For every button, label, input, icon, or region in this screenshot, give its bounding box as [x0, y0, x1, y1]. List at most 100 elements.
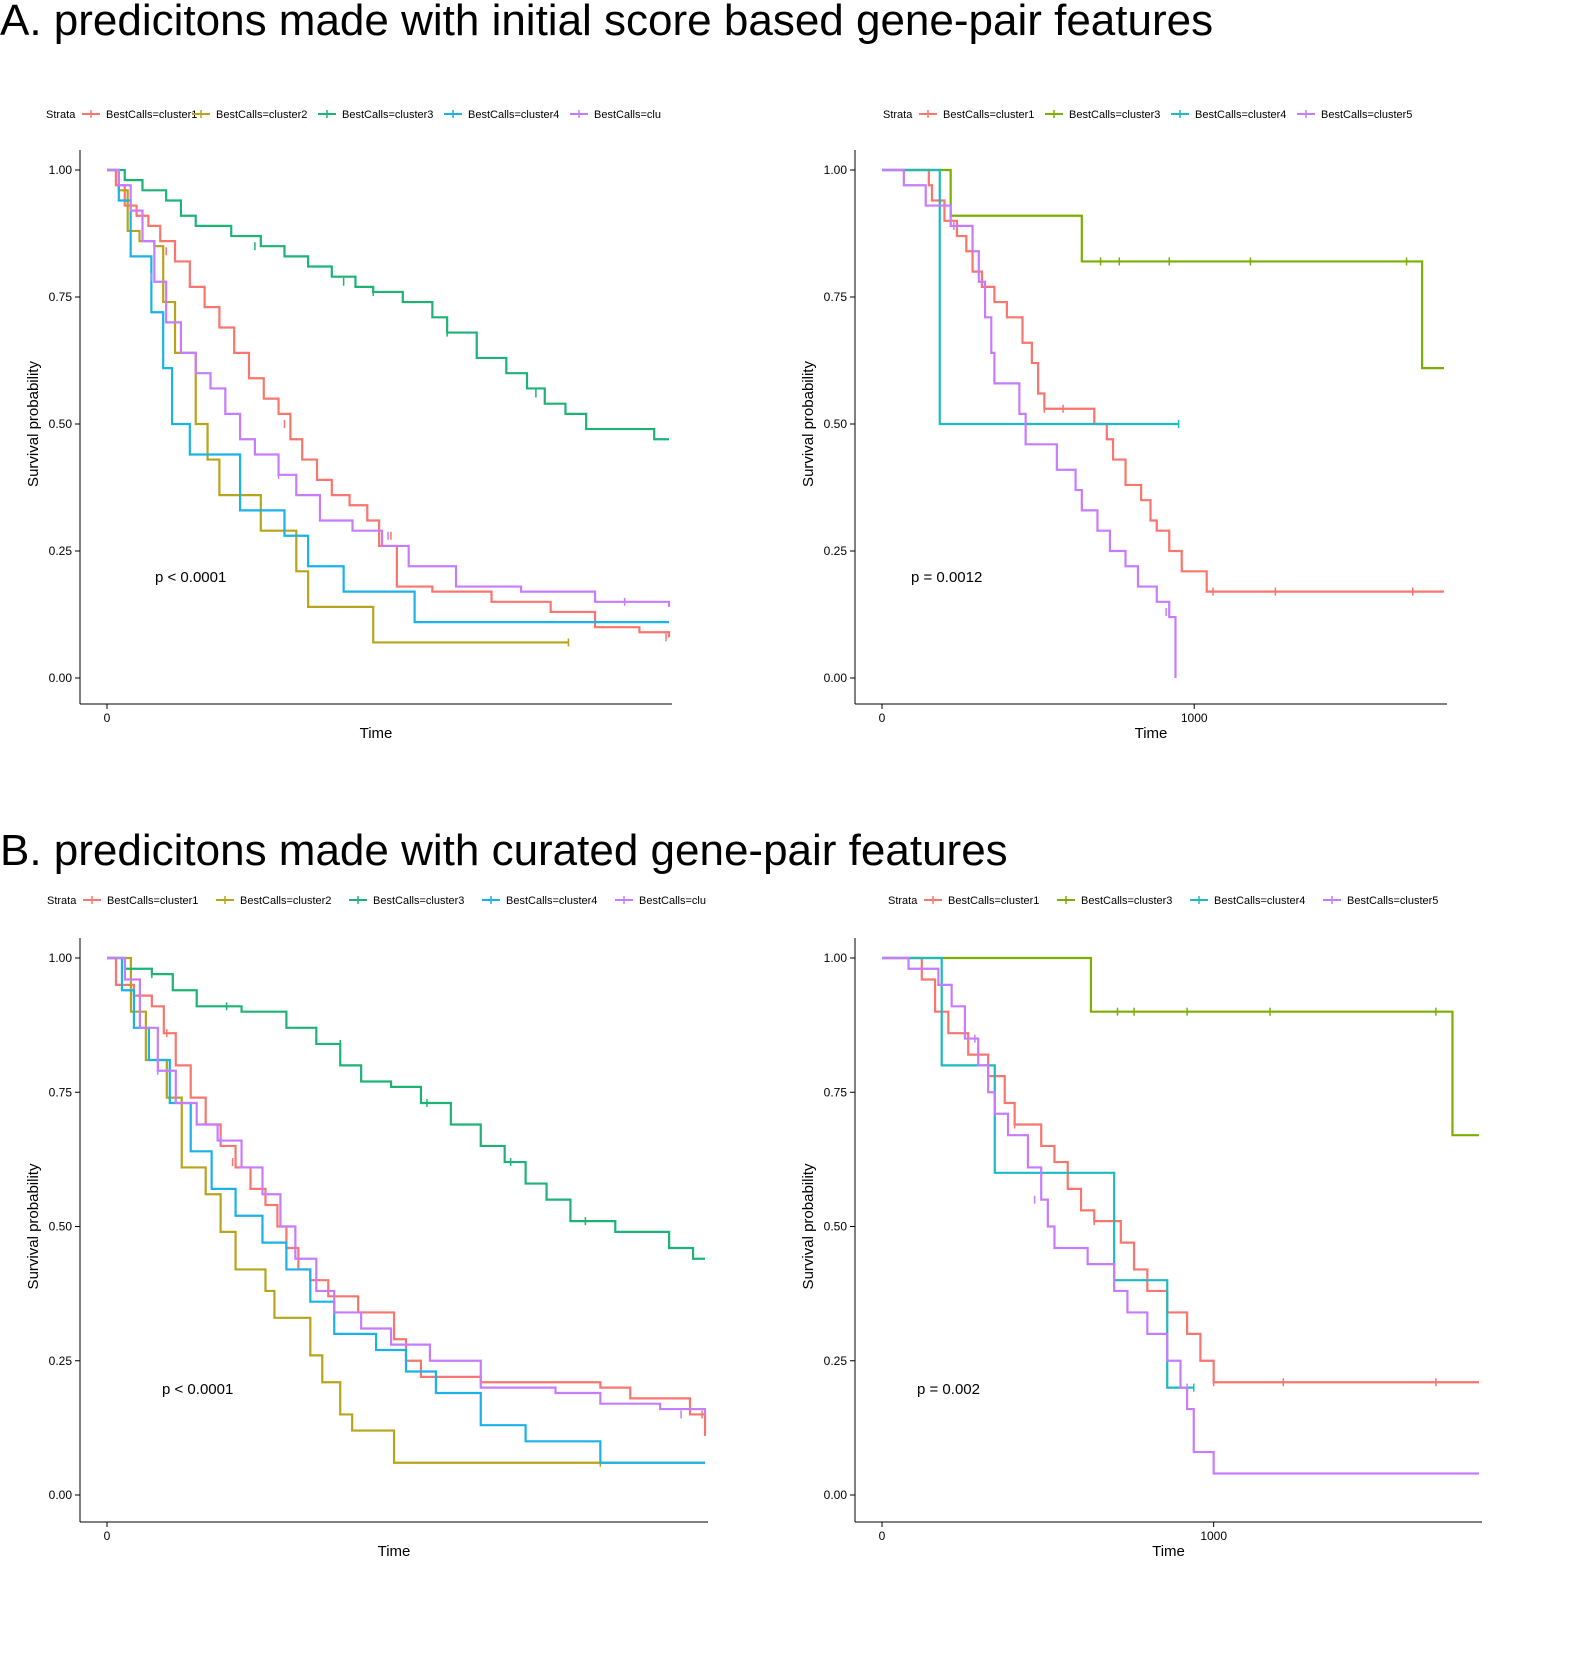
legend-item: BestCalls=cluster4 — [482, 895, 597, 907]
series-line-3 — [107, 168, 669, 441]
p-value-label: p < 0.0001 — [155, 569, 226, 586]
legend-label: BestCalls=cluster1 — [107, 895, 198, 907]
x-tick-label: 0 — [104, 1529, 111, 1543]
y-tick-label: 0.00 — [824, 671, 848, 685]
legend: Strata BestCalls=cluster1 BestCalls=cluste… — [46, 109, 661, 121]
y-tick-label: 1.00 — [49, 163, 73, 177]
legend-label: BestCalls=cluster3 — [1081, 895, 1172, 907]
p-value-label: p = 0.002 — [917, 1381, 980, 1398]
series-line-4 — [882, 956, 1479, 1475]
y-axis-title: Survival probability — [25, 1163, 42, 1289]
y-tick-label: 1.00 — [824, 951, 848, 965]
series-line-5 — [107, 956, 707, 1415]
p-value-label: p = 0.0012 — [911, 569, 982, 586]
legend-item: BestCalls=cluster2 — [216, 895, 331, 907]
legend-item: BestCalls=clu — [615, 895, 706, 907]
legend-label: BestCalls=cluster4 — [506, 895, 597, 907]
section-a-title: A. predicitons made with initial score b… — [0, 0, 1214, 45]
legend-label: BestCalls=cluster3 — [1069, 109, 1160, 121]
series-line-1 — [107, 168, 671, 638]
y-tick-label: 0.00 — [49, 1488, 73, 1502]
legend-label: BestCalls=cluster3 — [373, 895, 464, 907]
legend-label: BestCalls=cluster2 — [240, 895, 331, 907]
legend-item: BestCalls=cluster1 — [82, 109, 197, 121]
legend-item: BestCalls=cluster3 — [1045, 109, 1160, 121]
legend-item: BestCalls=cluster1 — [83, 895, 198, 907]
y-tick-label: 0.00 — [824, 1488, 848, 1502]
y-tick-label: 0.50 — [49, 1220, 73, 1234]
y-tick-label: 0.75 — [824, 1085, 848, 1099]
legend-label: BestCalls=cluster4 — [1214, 895, 1305, 907]
legend-item: BestCalls=cluster3 — [349, 895, 464, 907]
y-axis-title: Survival probability — [800, 1163, 817, 1289]
y-tick-label: 0.75 — [49, 1085, 73, 1099]
x-tick-label: 0 — [879, 711, 886, 725]
legend-item: BestCalls=cluster2 — [192, 109, 307, 121]
y-tick-label: 0.50 — [824, 1220, 848, 1234]
series-line-2 — [107, 168, 569, 644]
legend-label: BestCalls=cluster1 — [943, 109, 1034, 121]
y-tick-label: 0.75 — [824, 290, 848, 304]
series-line-2 — [882, 956, 1479, 1137]
series-line-1 — [882, 168, 1444, 593]
x-axis-title: Time — [1135, 725, 1168, 742]
y-tick-label: 0.50 — [824, 417, 848, 431]
legend-item: BestCalls=cluster3 — [318, 109, 433, 121]
legend-title: Strata — [883, 109, 913, 121]
y-tick-label: 0.25 — [49, 544, 73, 558]
x-tick-label: 1000 — [1200, 1529, 1227, 1543]
y-axis-title: Survival probability — [25, 361, 42, 487]
series-line-4 — [882, 168, 1177, 678]
series-line-3 — [107, 956, 705, 1260]
legend: Strata BestCalls=cluster1 BestCalls=cluste… — [888, 895, 1438, 907]
series-line-3 — [882, 168, 1179, 426]
x-axis-title: Time — [378, 1543, 411, 1560]
y-tick-label: 0.25 — [824, 1354, 848, 1368]
legend-label: BestCalls=cluster2 — [216, 109, 307, 121]
section-b-title: B. predicitons made with curated gene-pa… — [0, 826, 1008, 875]
x-axis-title: Time — [360, 725, 393, 742]
legend-label: BestCalls=cluster4 — [1195, 109, 1286, 121]
legend-item: BestCalls=cluster5 — [1297, 109, 1412, 121]
legend-label: BestCalls=clu — [594, 109, 661, 121]
legend-item: BestCalls=cluster4 — [1190, 895, 1305, 907]
survival-chart-a-left: Strata BestCalls=cluster1 BestCalls=cluste… — [25, 109, 672, 742]
y-tick-label: 0.50 — [49, 417, 73, 431]
y-tick-label: 0.25 — [824, 544, 848, 558]
legend-item: BestCalls=cluster5 — [1323, 895, 1438, 907]
legend-item: BestCalls=cluster3 — [1057, 895, 1172, 907]
legend-item: BestCalls=cluster1 — [919, 109, 1034, 121]
series-line-2 — [882, 168, 1444, 370]
x-tick-label: 0 — [104, 711, 111, 725]
legend-title: Strata — [888, 895, 918, 907]
y-tick-label: 1.00 — [824, 163, 848, 177]
legend-title: Strata — [46, 109, 76, 121]
x-tick-label: 1000 — [1181, 711, 1208, 725]
series-line-1 — [882, 956, 1479, 1384]
legend-label: BestCalls=cluster1 — [106, 109, 197, 121]
series-line-4 — [107, 168, 669, 624]
legend-item: BestCalls=cluster4 — [1171, 109, 1286, 121]
y-tick-label: 0.75 — [49, 290, 73, 304]
x-tick-label: 0 — [879, 1529, 886, 1543]
p-value-label: p < 0.0001 — [162, 1381, 233, 1398]
survival-chart-b-left: Strata BestCalls=cluster1 BestCalls=cluste… — [25, 895, 708, 1560]
legend: Strata BestCalls=cluster1 BestCalls=cluste… — [883, 109, 1412, 121]
legend-item: BestCalls=cluster4 — [444, 109, 559, 121]
series-line-5 — [107, 168, 671, 607]
survival-chart-b-right: Strata BestCalls=cluster1 BestCalls=cluste… — [800, 895, 1482, 1560]
legend-item: BestCalls=cluster1 — [924, 895, 1039, 907]
series-line-4 — [107, 956, 705, 1464]
legend-label: BestCalls=cluster5 — [1347, 895, 1438, 907]
legend-item: BestCalls=clu — [570, 109, 661, 121]
survival-chart-a-right: Strata BestCalls=cluster1 BestCalls=cluste… — [800, 109, 1447, 742]
legend-label: BestCalls=cluster1 — [948, 895, 1039, 907]
legend-title: Strata — [47, 895, 77, 907]
y-axis-title: Survival probability — [800, 361, 817, 487]
legend-label: BestCalls=cluster4 — [468, 109, 559, 121]
legend: Strata BestCalls=cluster1 BestCalls=cluste… — [47, 895, 706, 907]
legend-label: BestCalls=clu — [639, 895, 706, 907]
y-tick-label: 0.25 — [49, 1354, 73, 1368]
x-axis-title: Time — [1152, 1543, 1185, 1560]
y-tick-label: 0.00 — [49, 671, 73, 685]
